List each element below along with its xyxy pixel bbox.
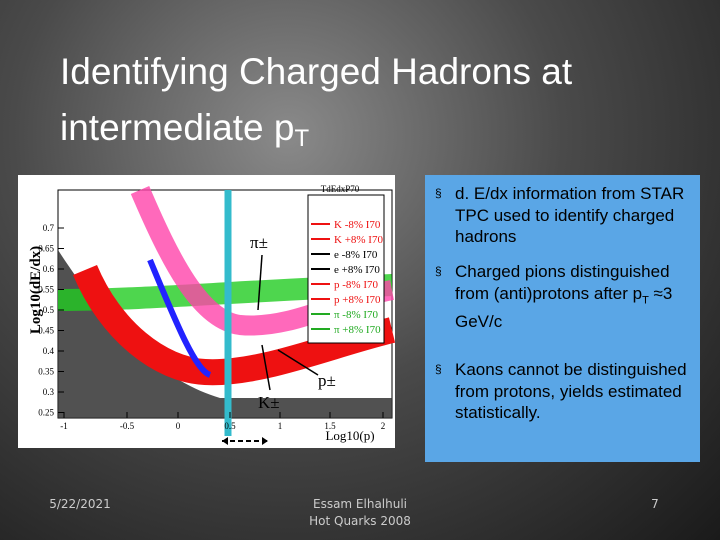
title-line: intermediate p: [60, 107, 295, 148]
bullet-text: ≈3 GeV/c: [455, 283, 673, 332]
title-line: Identifying Charged Hadrons at: [60, 51, 573, 92]
footer-date: 5/22/2021: [49, 497, 111, 511]
stats-title: TdEdxP70: [321, 184, 360, 194]
bullet-marker: §: [435, 186, 442, 200]
electron-band: [147, 258, 212, 378]
legend-label: K -8% I70: [334, 219, 381, 231]
x-tick-label: 1.5: [324, 421, 336, 431]
pointer: [277, 349, 319, 376]
footer-page: 7: [651, 497, 659, 511]
legend-label: p -8% I70: [334, 279, 378, 291]
y-axis-label: Log10(dE/dx): [28, 246, 44, 334]
x-tick-label: 2: [381, 421, 386, 431]
y-tick-label: 0.6: [43, 264, 55, 274]
footer-center: Essam Elhalhuli Hot Quarks 2008: [280, 497, 440, 528]
slide-title: Identifying Charged Hadrons at intermedi…: [60, 44, 572, 167]
y-tick-label: 0.5: [43, 305, 55, 315]
legend-label: e -8% I70: [334, 249, 378, 261]
annotation: p±: [318, 371, 336, 390]
y-tick-label: 0.45: [38, 326, 54, 336]
y-tick-label: 0.7: [43, 223, 55, 233]
legend-label: π +8% I70: [334, 324, 381, 336]
pointer: [257, 254, 263, 311]
x-tick-label: 0: [176, 421, 181, 431]
bullet-box: § d. E/dx information from STAR TPC used …: [425, 175, 700, 462]
bullet-subscript: T: [642, 293, 649, 306]
legend-label: p +8% I70: [334, 294, 381, 306]
legend-label: K +8% I70: [334, 234, 383, 246]
scatter-cloud: [58, 250, 392, 418]
y-tick-label: 0.35: [38, 367, 54, 377]
y-tick-label: 0.55: [38, 285, 54, 295]
legend-label: π -8% I70: [334, 309, 379, 321]
x-tick-label: 0.5: [224, 421, 236, 431]
pointer: [261, 344, 271, 391]
legend-label: e +8% I70: [334, 264, 380, 276]
bullet-text: Kaons cannot be distinguished from proto…: [455, 360, 687, 422]
footer-event: Hot Quarks 2008: [309, 514, 411, 528]
bullet-marker: §: [435, 264, 442, 278]
footer-author: Essam Elhalhuli: [312, 497, 408, 511]
y-tick-label: 0.4: [43, 346, 55, 356]
annotation: K±: [258, 393, 280, 412]
bullet-text: d. E/dx information from STAR TPC used t…: [455, 184, 685, 246]
y-tick-label: 0.3: [43, 387, 55, 397]
bullet: § Kaons cannot be distinguished from prot…: [435, 359, 690, 424]
y-tick-label: 0.25: [38, 408, 54, 418]
bullet: § d. E/dx information from STAR TPC used …: [435, 183, 690, 248]
y-tick-label: 0.65: [38, 244, 54, 254]
x-tick-label: -1: [60, 421, 68, 431]
bullet-marker: §: [435, 362, 442, 376]
bullet: § Charged pions distinguished from (anti)…: [435, 261, 690, 333]
x-tick-label: -0.5: [120, 421, 135, 431]
annotation: π±: [250, 233, 268, 252]
bullet-text: Charged pions distinguished from (anti)p…: [455, 262, 670, 303]
title-subscript: T: [294, 125, 310, 152]
x-axis-label: Log10(p): [325, 428, 374, 443]
x-tick-label: 1: [278, 421, 283, 431]
